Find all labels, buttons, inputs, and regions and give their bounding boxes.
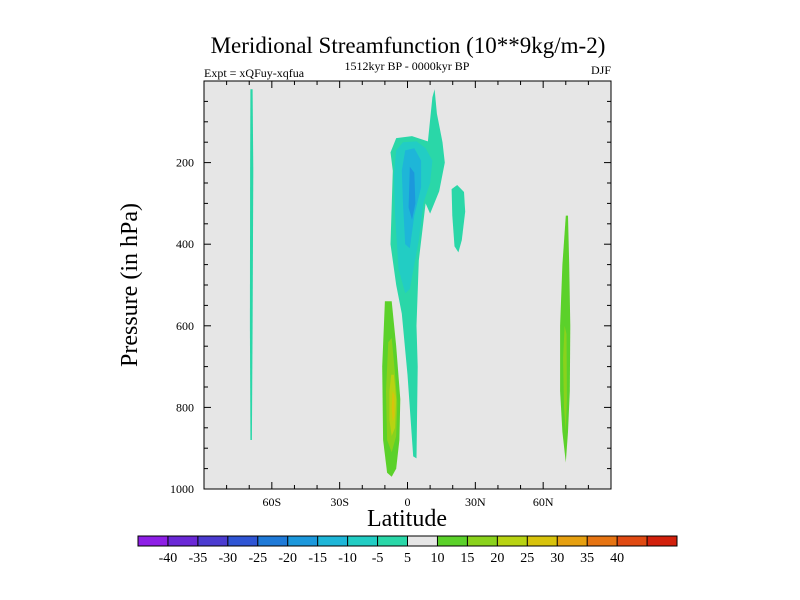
colorbar-label: -5 [372,551,384,566]
colorbar-swatch [527,536,558,546]
colorbar-label: -40 [159,551,178,566]
colorbar-label: 20 [490,551,504,566]
colorbar-swatch [587,536,618,546]
colorbar-swatch [167,536,199,546]
colorbar-swatch [557,536,588,546]
colorbar-label: -15 [308,551,327,566]
contour-northern-positive-inner [563,325,567,432]
contour-southern-narrow-negative [249,89,254,440]
colorbar-label: -35 [189,551,208,566]
x-tick-label: 60N [533,495,554,509]
experiment-label: Expt = xQFuy-xqfua [204,66,305,80]
y-tick-label: 200 [176,156,194,170]
colorbar-swatch [287,536,318,546]
colorbar-swatch [617,536,648,546]
colorbar-label: 40 [610,551,624,566]
colorbar-label: -30 [218,551,237,566]
x-tick-label: 30S [330,495,349,509]
colorbar-swatch [227,536,259,546]
x-tick-label: 30N [465,495,486,509]
contour-subtropical-negative [451,185,466,253]
y-tick-label: 400 [176,237,194,251]
colorbar-frame [137,535,678,547]
colorbar-swatch [317,536,348,546]
contour-fills [249,89,571,477]
y-tick-label: 1000 [170,482,194,496]
colorbar-label: 30 [550,551,564,566]
colorbar-swatch [138,536,169,546]
colorbar-swatch [377,536,408,546]
colorbar-label: 25 [520,551,534,566]
y-axis-title: Pressure (in hPa) [117,203,143,367]
colorbar-swatch [257,536,289,546]
y-tick-label: 800 [176,400,194,414]
contour-lower-positive-max [391,391,395,422]
x-tick-label: 0 [405,495,411,509]
colorbar-swatch [437,536,468,546]
colorbar-label: -20 [278,551,297,566]
colorbar-swatch [407,536,438,546]
chart-title: Meridional Streamfunction (10**9kg/m-2) [211,33,606,58]
colorbar-swatch [197,536,229,546]
contour-upper-negative-max [408,166,416,220]
colorbar-label: -10 [338,551,357,566]
colorbar-swatch [647,536,678,546]
colorbar-label: 15 [460,551,474,566]
colorbar-swatch [347,536,378,546]
colorbar-label: -25 [248,551,267,566]
x-axis-title: Latitude [367,506,447,532]
colorbar-label: 10 [430,551,444,566]
colorbar-label: 35 [580,551,594,566]
axis-ticks: 60S 30S 0 30N 60N 200 400 600 800 1000 [170,80,612,509]
period-label: 1512kyr BP - 0000kyr BP [345,59,470,73]
colorbar-swatch [497,536,528,546]
season-label: DJF [591,63,611,77]
colorbar: -40 -35 -30 -25 -20 -15 -10 -5 5 10 15 20 25 30 35 40 [137,535,678,566]
y-tick-label: 600 [176,319,194,333]
colorbar-label: 5 [404,551,411,566]
colorbar-swatch [467,536,498,546]
x-tick-label: 60S [262,495,281,509]
